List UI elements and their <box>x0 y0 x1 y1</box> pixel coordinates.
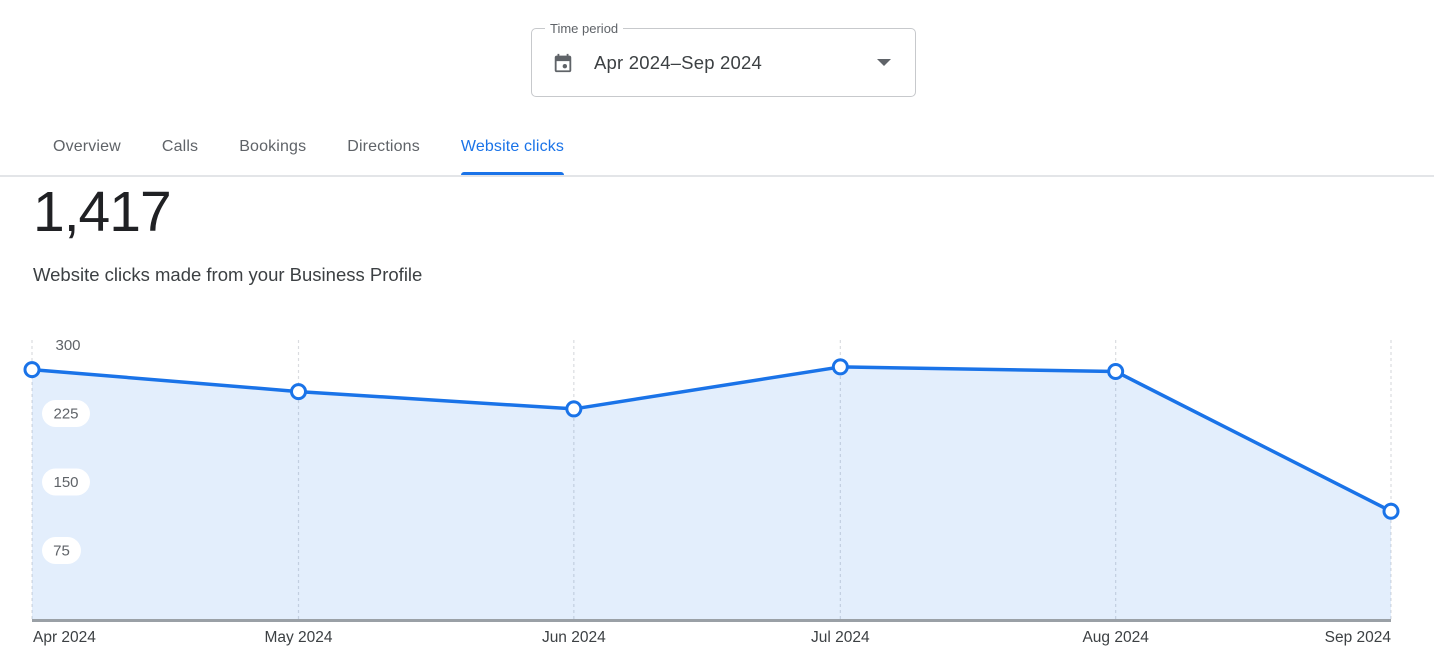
time-period-label: Time period <box>545 20 624 37</box>
time-period-value: Apr 2024–Sep 2024 <box>594 51 762 73</box>
ytick-pill <box>42 468 90 496</box>
xtick-label-aug: Aug 2024 <box>1082 629 1149 646</box>
x-axis-line <box>32 619 1391 622</box>
data-point-apr[interactable] <box>23 361 41 379</box>
tab-calls[interactable]: Calls <box>161 138 199 155</box>
ytick-pill <box>42 537 81 564</box>
metric-description: Website clicks made from your Business P… <box>33 264 423 285</box>
data-point-may[interactable] <box>289 383 307 401</box>
data-point-jul[interactable] <box>831 358 849 376</box>
data-point-aug[interactable] <box>1107 362 1125 380</box>
tab-directions[interactable]: Directions <box>347 138 420 155</box>
tab-overview[interactable]: Overview <box>53 138 121 155</box>
xtick-label-jul: Jul 2024 <box>811 629 870 646</box>
xtick-label-jun: Jun 2024 <box>542 629 606 646</box>
ytick-label-150: 150 <box>53 474 78 491</box>
tab-website-clicks[interactable]: Website clicks <box>460 138 565 175</box>
area-fill <box>32 366 1391 619</box>
data-point-jun[interactable] <box>565 400 583 418</box>
tabs-divider <box>0 175 1434 177</box>
xtick-label-apr: Apr 2024 <box>33 629 96 646</box>
website-clicks-chart-svg: 75 150 225 300 Apr 2024 May 2024 Jun 2024 Jul 2… <box>23 337 1400 646</box>
dropdown-arrow-icon[interactable] <box>877 59 891 66</box>
ytick-label-75: 75 <box>53 543 70 560</box>
xtick-label-sep: Sep 2024 <box>1325 629 1392 646</box>
trend-line <box>30 365 1393 513</box>
ytick-pill <box>42 400 90 427</box>
time-period-selector[interactable]: Time period Apr 2024–Sep 2024 <box>531 20 916 97</box>
metric-value: 1,417 <box>33 180 172 244</box>
xtick-label-may: May 2024 <box>264 629 332 646</box>
tabs-bar: Overview Calls Bookings Directions Websi… <box>53 138 565 175</box>
data-point-sep[interactable] <box>1382 502 1400 520</box>
ytick-label-300: 300 <box>55 337 80 354</box>
tab-bookings[interactable]: Bookings <box>239 138 307 155</box>
calendar-icon <box>552 52 574 74</box>
ytick-label-225: 225 <box>53 406 78 423</box>
website-clicks-chart: 75 150 225 300 Apr 2024 May 2024 Jun 2024 Jul 2… <box>0 330 1434 654</box>
